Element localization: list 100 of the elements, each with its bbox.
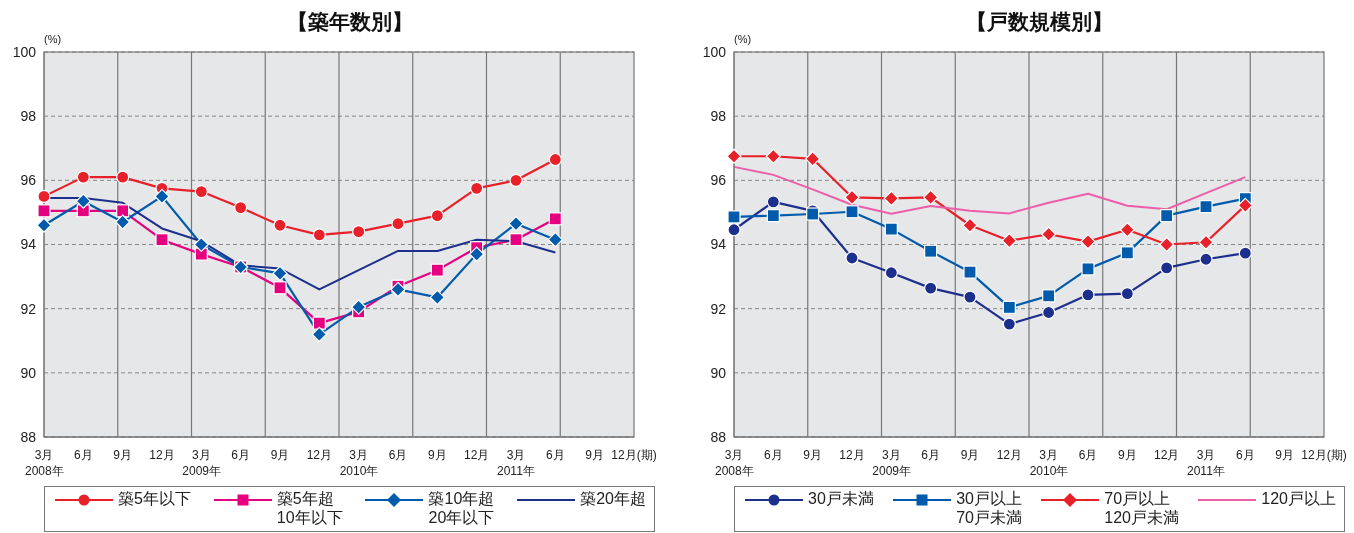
- point: [193, 236, 209, 253]
- x-tick-label: 12月: [463, 448, 490, 462]
- y-tick-label: 100: [702, 43, 727, 60]
- point: [391, 217, 405, 231]
- x-tick-label: 12月: [306, 448, 333, 462]
- point: [1238, 246, 1252, 260]
- x-tick-label: 9月: [270, 448, 290, 462]
- point: [1042, 305, 1056, 320]
- point: [923, 189, 939, 205]
- legend-label: 築5年以下: [118, 489, 191, 508]
- point: [116, 204, 130, 218]
- x-tick-label: 9月: [1117, 448, 1137, 462]
- point: [311, 326, 327, 342]
- x-tick-label: 12月(期): [611, 448, 657, 462]
- y-tick-label: 90: [710, 364, 727, 381]
- x-tick-label: 6月: [1078, 448, 1098, 462]
- point: [430, 263, 444, 277]
- point: [1199, 252, 1213, 266]
- x-tick-label: 6月: [921, 448, 941, 462]
- point: [1080, 234, 1096, 250]
- legend-label: 70戸以上 120戸未満: [1104, 489, 1179, 527]
- point: [352, 225, 366, 239]
- point: [962, 217, 978, 233]
- legend-label: 30戸以上 70戸未満: [956, 489, 1022, 527]
- y-tick-label: 100: [12, 43, 37, 60]
- x-tick-label: 6月: [231, 448, 251, 462]
- x-tick-label: 3月 2009年: [872, 448, 912, 478]
- point: [845, 251, 859, 265]
- point: [1159, 236, 1175, 253]
- point: [75, 193, 91, 209]
- x-tick-label: 6月: [388, 448, 408, 462]
- point: [1237, 197, 1253, 213]
- x-tick-label: 9月: [960, 448, 980, 462]
- chart-title: 【戸数規模別】: [966, 10, 1113, 33]
- point: [845, 205, 859, 219]
- x-tick-label: 12月: [839, 448, 865, 462]
- x-tick-label: 6月: [763, 448, 783, 462]
- point: [430, 209, 444, 223]
- legend-label: 築20年超: [580, 489, 646, 508]
- point: [194, 184, 208, 199]
- point: [844, 189, 860, 205]
- point: [1119, 222, 1135, 238]
- point: [154, 188, 170, 204]
- point: [805, 151, 821, 167]
- legend-label: 120戸以上: [1261, 489, 1336, 508]
- point: [1002, 300, 1016, 314]
- point: [1120, 246, 1134, 260]
- x-tick-label: 9月: [1275, 448, 1295, 462]
- point: [1041, 226, 1057, 242]
- point: [1120, 286, 1134, 301]
- x-tick-label: 6月: [545, 448, 565, 462]
- point: [508, 216, 524, 232]
- point: [155, 233, 169, 247]
- point: [547, 232, 563, 248]
- point: [883, 190, 899, 206]
- point: [37, 189, 51, 203]
- point: [726, 148, 742, 164]
- x-tick-label: 3月 2008年: [715, 448, 754, 478]
- point: [766, 195, 780, 209]
- y-axis-title: (%): [44, 33, 62, 45]
- point: [884, 222, 898, 236]
- y-tick-label: 92: [20, 300, 37, 317]
- point: [1001, 233, 1017, 249]
- x-tick-label: 3月 2010年: [339, 448, 379, 478]
- y-tick-label: 94: [20, 236, 37, 253]
- point: [1199, 200, 1213, 214]
- point: [963, 265, 977, 279]
- point: [765, 148, 781, 164]
- y-tick-label: 98: [710, 108, 727, 125]
- y-tick-label: 88: [710, 428, 727, 445]
- point: [312, 316, 326, 330]
- chart-title: 【築年数別】: [286, 10, 413, 33]
- x-tick-label: 3月 2011年: [1187, 448, 1225, 478]
- y-tick-label: 96: [710, 172, 727, 189]
- point: [273, 281, 287, 295]
- point: [1160, 209, 1174, 223]
- x-tick-label: 3月 2010年: [1029, 448, 1069, 478]
- point: [36, 217, 52, 233]
- point: [429, 289, 445, 306]
- point: [548, 212, 562, 226]
- point: [1002, 317, 1016, 331]
- x-tick-label: 3月 2011年: [497, 448, 535, 478]
- point: [884, 266, 898, 280]
- point: [548, 152, 562, 167]
- point: [351, 299, 367, 315]
- point: [1042, 289, 1056, 303]
- point: [509, 173, 523, 187]
- legend-label: 築5年超 10年以下: [276, 489, 343, 527]
- legend-label: 30戸未満: [808, 489, 874, 508]
- x-tick-label: 3月 2008年: [25, 448, 64, 478]
- point: [1081, 262, 1095, 276]
- y-tick-label: 94: [710, 236, 727, 253]
- x-tick-label: 9月: [427, 448, 447, 462]
- y-tick-label: 92: [710, 300, 727, 317]
- x-tick-label: 9月: [585, 448, 605, 462]
- x-tick-label: 12月: [1153, 448, 1180, 462]
- point: [924, 244, 938, 258]
- y-axis-title: (%): [734, 33, 752, 45]
- x-tick-label: 6月: [1235, 448, 1255, 462]
- point: [1160, 261, 1174, 275]
